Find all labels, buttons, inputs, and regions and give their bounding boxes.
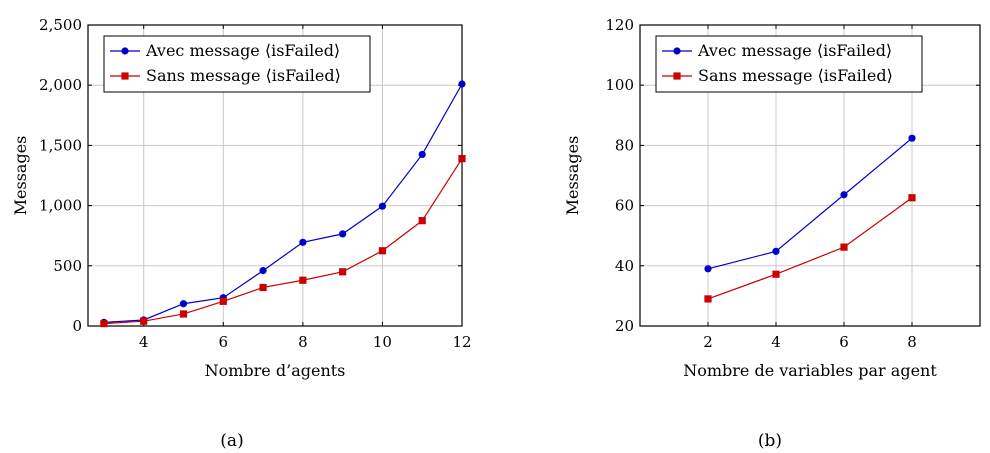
- x-tick-label: 4: [139, 333, 149, 351]
- data-point: [458, 80, 466, 88]
- chart-a: 4 6 8 10 12 0 500 1,000 1,500 2,000 2,500 Nombre d’…: [11, 16, 472, 451]
- y-axis-label: Messages: [563, 136, 582, 216]
- x-tick-label: 8: [298, 333, 308, 351]
- data-point: [219, 297, 227, 305]
- legend-marker: [121, 47, 129, 55]
- y-tick-label: 80: [615, 136, 634, 154]
- data-point: [299, 238, 307, 246]
- data-point: [772, 270, 780, 278]
- legend: Avec message ⟨isFailed⟩ Sans message ⟨isF…: [655, 35, 923, 93]
- x-axis-label: Nombre d’agents: [205, 361, 346, 380]
- chart-b: 2 4 6 8 20 40 60 80 100 120 Nombre de variables pa…: [563, 16, 981, 451]
- series-line-1: [707, 197, 913, 300]
- data-point: [908, 134, 916, 142]
- x-tick-label: 8: [907, 333, 917, 351]
- plot-frame: [87, 24, 463, 327]
- data-point: [179, 310, 188, 318]
- data-point: [259, 267, 267, 275]
- legend-entry-label: Avec message ⟨isFailed⟩: [145, 41, 340, 60]
- data-point: [140, 317, 148, 325]
- data-point: [378, 247, 387, 255]
- x-tick-label: 2: [703, 333, 713, 351]
- data-point: [378, 202, 387, 210]
- y-tick-label: 100: [605, 76, 634, 94]
- data-point: [339, 230, 347, 238]
- data-point: [772, 247, 780, 255]
- legend-entry-label: Sans message ⟨isFailed⟩: [146, 66, 341, 85]
- data-point: [100, 319, 108, 328]
- legend-box: [103, 35, 371, 93]
- series-line-1: [103, 158, 463, 325]
- x-tick-label: 4: [771, 333, 781, 351]
- legend: Avec message ⟨isFailed⟩ Sans message ⟨isF…: [103, 35, 371, 93]
- data-point: [259, 283, 267, 292]
- y-tick-label: 1,500: [39, 136, 82, 154]
- data-point: [704, 295, 712, 303]
- series-line-0: [103, 83, 463, 323]
- data-point: [299, 276, 307, 284]
- y-tick-label: 500: [53, 257, 82, 275]
- y-tick-label: 0: [72, 317, 82, 335]
- y-axis-label: Messages: [11, 136, 30, 216]
- x-tick-label: 6: [839, 333, 849, 351]
- data-point: [339, 268, 347, 276]
- x-tick-label: 10: [373, 333, 392, 351]
- y-tick-label: 20: [615, 317, 634, 335]
- chart-caption: (a): [220, 431, 243, 451]
- data-point: [418, 217, 426, 225]
- legend-entry-label: Avec message ⟨isFailed⟩: [697, 41, 892, 60]
- data-point: [840, 243, 848, 251]
- data-point: [179, 300, 188, 308]
- y-tick-label: 120: [605, 16, 634, 34]
- data-point: [840, 191, 848, 199]
- data-point: [418, 150, 426, 159]
- x-tick-label: 6: [219, 333, 229, 351]
- legend-marker: [121, 72, 129, 80]
- plot-frame: [639, 24, 981, 327]
- data-point: [908, 194, 916, 202]
- legend-marker: [673, 47, 681, 55]
- series-line-0: [707, 137, 913, 270]
- legend-box: [655, 35, 923, 93]
- x-tick-label: 12: [452, 333, 471, 351]
- y-tick-label: 2,000: [39, 76, 82, 94]
- data-point: [704, 265, 712, 273]
- y-tick-label: 60: [615, 197, 634, 215]
- chart-caption: (b): [758, 431, 782, 451]
- y-tick-label: 40: [615, 257, 634, 275]
- y-tick-label: 1,000: [39, 197, 82, 215]
- data-point: [458, 155, 466, 163]
- legend-entry-label: Sans message ⟨isFailed⟩: [698, 66, 893, 85]
- y-tick-label: 2,500: [39, 16, 82, 34]
- x-axis-label: Nombre de variables par agent: [683, 361, 937, 380]
- legend-marker: [673, 72, 681, 80]
